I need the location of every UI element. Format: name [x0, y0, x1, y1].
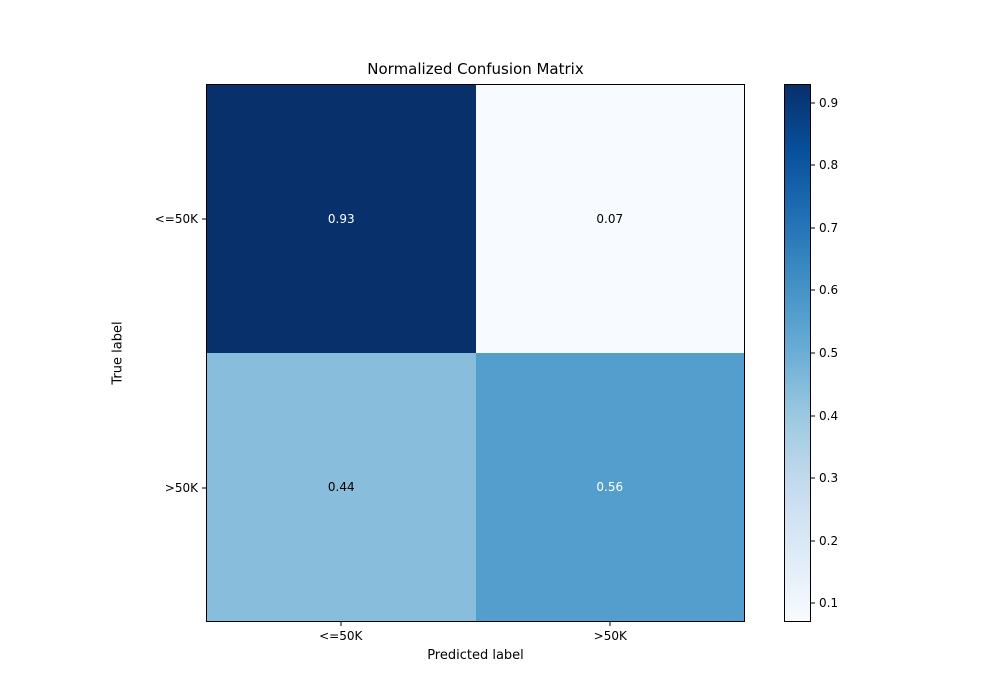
colorbar-tick-label: 0.5	[819, 346, 839, 360]
matrix-grid: 0.93 0.07 0.44 0.56	[206, 84, 745, 622]
colorbar-tick-label: 0.4	[819, 408, 839, 423]
colorbar-tick-mark	[811, 477, 815, 479]
heatmap-axes: Normalized Confusion Matrix 0.93 0.07 0.44…	[111, 60, 745, 663]
x-tick-mark	[340, 622, 342, 626]
matrix-cell: 0.93	[207, 85, 476, 353]
x-tick-label-le50k: <=50K	[319, 629, 363, 643]
colorbar: 0.1 0.2 0.3 0.4 0.5 0.6 0.7 0.8 0.9	[784, 84, 838, 622]
colorbar-tick-label: 0.1	[819, 596, 839, 611]
colorbar-tick-label: 0.2	[819, 533, 839, 548]
x-tick-mark	[609, 622, 611, 626]
colorbar-tick-mark	[811, 602, 815, 604]
colorbar-tick-mark	[811, 102, 815, 104]
y-tick-label-gt50k: >50K	[164, 480, 198, 495]
y-tick-label-le50k: <=50K	[154, 211, 198, 226]
colorbar-tick-label: 0.6	[819, 283, 839, 298]
y-tick-mark	[202, 487, 206, 488]
colorbar-tick-mark	[811, 227, 815, 229]
colorbar-tick-mark	[811, 352, 815, 354]
colorbar-tick-mark	[811, 415, 815, 417]
colorbar-tick-label: 0.7	[819, 220, 839, 235]
chart-title: Normalized Confusion Matrix	[367, 60, 584, 78]
x-tick-label-gt50k: >50K	[593, 629, 627, 643]
colorbar-tick-label: 0.8	[819, 158, 839, 173]
colorbar-tick-mark	[811, 289, 815, 291]
colorbar-tick-mark	[811, 540, 815, 542]
matrix-cell: 0.07	[475, 85, 744, 353]
matrix-cell: 0.44	[207, 353, 476, 621]
colorbar-tick-mark	[811, 164, 815, 166]
colorbar-gradient	[784, 84, 811, 622]
y-tick-mark	[202, 218, 206, 219]
colorbar-tick-label: 0.9	[819, 95, 839, 110]
matrix-cell: 0.56	[475, 353, 744, 621]
y-axis-label: True label	[110, 321, 126, 385]
x-axis-label: Predicted label	[427, 648, 524, 663]
colorbar-tick-label: 0.3	[819, 471, 839, 486]
